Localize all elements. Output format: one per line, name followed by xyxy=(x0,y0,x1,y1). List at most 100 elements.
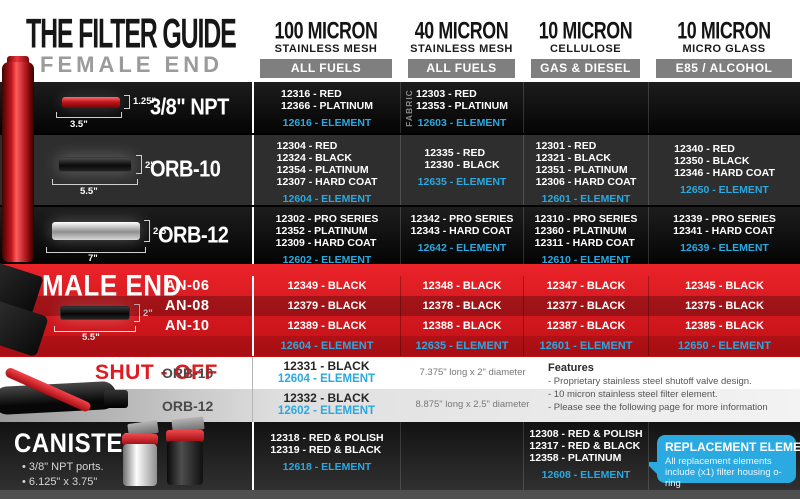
filter-material: STAINLESS MESH xyxy=(410,43,513,55)
empty-cell xyxy=(523,82,648,133)
part-number: 12388 - BLACK xyxy=(400,316,523,336)
size-note: 7.375" long x 2" diameter xyxy=(419,367,526,378)
part-number: 12348 - BLACK xyxy=(400,276,523,296)
micron-rating: 10 MICRON xyxy=(538,18,633,45)
part-numbers: 12316 - RED 12366 - PLATINUM xyxy=(281,88,373,112)
row-label-an06: AN-06 xyxy=(165,278,210,294)
part-number: 12385 - BLACK xyxy=(648,316,800,336)
dimension-length-label: 7" xyxy=(88,253,98,264)
fuel-badge: ALL FUELS xyxy=(260,59,392,78)
table-row-an08: AN-08 12379 - BLACK 12378 - BLACK 12377 … xyxy=(0,296,800,316)
shutoff-valve-end-photo xyxy=(104,390,128,408)
part-numbers: 12310 - PRO SERIES 12360 - PLATINUM 1231… xyxy=(534,213,638,249)
element-part-number: 12650 - ELEMENT xyxy=(648,336,800,356)
table-row-orb12: 2.5" 7" ORB-12 12302 - PRO SERIES 12352 … xyxy=(0,207,800,264)
dimension-line xyxy=(144,220,150,242)
empty-cell xyxy=(400,422,523,490)
size-note: 8.875" long x 2.5" diameter xyxy=(415,399,530,410)
part-numbers: 12301 - RED 12321 - BLACK 12351 - PLATIN… xyxy=(535,140,637,188)
part-number: 12345 - BLACK xyxy=(648,276,800,296)
canister-bullets: • 3/8" NPT ports. • 6.125" x 3.75" xyxy=(22,461,104,488)
shutoff-title: SHUT - OFF xyxy=(95,361,218,384)
table-row-shutoff-orb10: ORB-10 12331 - BLACK 12604 - ELEMENT 7.3… xyxy=(0,357,800,389)
element-part-numbers: 12601 - ELEMENT xyxy=(541,193,631,205)
features-list: - Proprietary stainless steel shutoff va… xyxy=(548,376,768,413)
footer-bar xyxy=(0,490,800,499)
fuel-badge: E85 / ALCOHOL xyxy=(656,59,792,78)
orb10-filter-drawing xyxy=(58,157,132,172)
dimension-height-label: 2" xyxy=(143,308,153,319)
element-part-numbers: 12618 - ELEMENT xyxy=(282,461,372,473)
dimension-height-label: 2.5" xyxy=(153,226,171,237)
dimension-height-label: 2" xyxy=(145,160,155,171)
dimension-line xyxy=(54,326,136,332)
features-block: Features - Proprietary stainless steel s… xyxy=(548,362,796,414)
table-row-male-elements: 12604 - ELEMENT 12635 - ELEMENT 12601 - … xyxy=(0,336,800,356)
dimension-line xyxy=(124,95,130,109)
element-part-numbers: 12602 - ELEMENT xyxy=(282,254,372,264)
black-canister-photo xyxy=(167,441,203,485)
part-numbers: 12303 - RED 12353 - PLATINUM xyxy=(416,88,508,112)
dimension-height-label: 1.25" xyxy=(133,96,156,107)
dimension-length-label: 5.5" xyxy=(80,186,98,197)
element-part-number: 12604 - ELEMENT xyxy=(252,336,400,356)
column-header-10-micron-microglass: 10 MICRON MICRO GLASS E85 / ALCOHOL xyxy=(648,18,800,78)
micron-rating: 10 MICRON xyxy=(677,18,771,45)
male-end-section: MALE END 2" 5.5" AN-06 12349 - BLACK 123… xyxy=(0,264,800,357)
part-number: 12349 - BLACK xyxy=(252,276,400,296)
element-part-number: 12604 - ELEMENT xyxy=(277,373,376,385)
part-numbers: 12335 - RED 12330 - BLACK xyxy=(424,147,500,171)
fuel-badge: GAS & DIESEL xyxy=(531,59,640,78)
element-part-number: 12602 - ELEMENT xyxy=(277,405,376,417)
callout-body: All replacement elements include (x1) fi… xyxy=(665,456,782,489)
part-number: 12332 - BLACK xyxy=(283,391,370,405)
part-number: 12389 - BLACK xyxy=(252,316,400,336)
table-row-an10: AN-10 12389 - BLACK 12388 - BLACK 12387 … xyxy=(0,316,800,336)
part-number: 12378 - BLACK xyxy=(400,296,523,316)
female-end-label: FEMALE END xyxy=(40,52,223,77)
table-row-shutoff-orb12: ORB-12 12332 - BLACK 12602 - ELEMENT 8.8… xyxy=(0,389,800,422)
part-numbers: 12302 - PRO SERIES 12352 - PLATINUM 1230… xyxy=(275,213,379,249)
element-part-numbers: 12642 - ELEMENT xyxy=(417,242,507,254)
part-numbers: 12339 - PRO SERIES 12341 - HARD COAT xyxy=(673,213,776,237)
part-number: 12375 - BLACK xyxy=(648,296,800,316)
part-numbers: 12342 - PRO SERIES 12343 - HARD COAT xyxy=(410,213,514,237)
male-end-title: MALE END xyxy=(42,268,182,303)
column-header-40-micron: 40 MICRON STAINLESS MESH ALL FUELS xyxy=(400,18,523,78)
column-header-10-micron-cellulose: 10 MICRON CELLULOSE GAS & DIESEL xyxy=(523,18,648,78)
part-number: 12347 - BLACK xyxy=(523,276,648,296)
dimension-length-label: 5.5" xyxy=(82,332,100,343)
features-title: Features xyxy=(548,362,594,374)
element-part-numbers: 12650 - ELEMENT xyxy=(680,184,769,196)
part-number: 12331 - BLACK xyxy=(283,359,370,373)
canister-title: CANISTER xyxy=(14,429,141,459)
part-numbers: 12318 - RED & POLISH 12319 - RED & BLACK xyxy=(270,432,384,456)
fabric-note: FABRIC xyxy=(404,88,414,127)
micron-rating: 40 MICRON xyxy=(414,18,509,45)
part-number: 12377 - BLACK xyxy=(523,296,648,316)
part-number: 12379 - BLACK xyxy=(252,296,400,316)
row-label-orb12: ORB-12 xyxy=(158,222,229,248)
dimension-line xyxy=(136,155,142,174)
row-label-orb10: ORB-10 xyxy=(150,156,221,183)
element-part-numbers: 12608 - ELEMENT xyxy=(541,469,631,481)
column-header-100-micron: 100 MICRON STAINLESS MESH ALL FUELS xyxy=(252,18,400,78)
element-part-numbers: 12639 - ELEMENT xyxy=(680,242,769,254)
element-part-numbers: 12616 - ELEMENT xyxy=(282,117,372,129)
part-numbers: 12304 - RED 12324 - BLACK 12354 - PLATIN… xyxy=(276,140,378,188)
empty-cell xyxy=(648,82,800,133)
table-row-npt: 1.25" 3.5" 3/8" NPT 12316 - RED 12366 - … xyxy=(0,82,800,133)
dimension-line xyxy=(134,304,140,322)
callout-tail xyxy=(649,462,661,478)
silver-canister-photo xyxy=(123,444,157,486)
dimension-length-label: 3.5" xyxy=(70,119,88,130)
element-part-numbers: 12604 - ELEMENT 12614 - CRIMP ELEMENT xyxy=(282,193,372,205)
part-number: 12387 - BLACK xyxy=(523,316,648,336)
element-part-numbers: 12635 - ELEMENT xyxy=(417,176,507,188)
canister-section: CANISTER • 3/8" NPT ports. • 6.125" x 3.… xyxy=(0,416,800,490)
row-label-orb12: ORB-12 xyxy=(162,397,214,414)
dimension-line xyxy=(56,112,122,118)
page-title: THE FILTER GUIDE xyxy=(26,10,237,57)
